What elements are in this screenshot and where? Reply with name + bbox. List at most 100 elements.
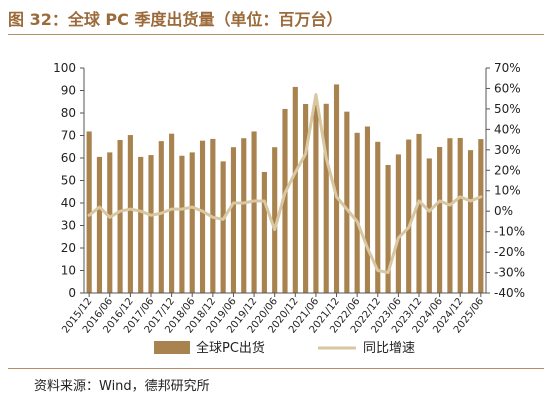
right-tick-label: -40% — [494, 286, 525, 300]
bar-2020Q3 — [282, 108, 288, 293]
bar-2023Q1 — [385, 164, 391, 293]
growth-point-2017Q4 — [170, 207, 173, 211]
bar-2020Q1 — [261, 171, 267, 293]
bar-2020Q2 — [272, 147, 278, 293]
bar-2020Q4 — [292, 86, 298, 294]
right-tick-label: 40% — [494, 122, 521, 136]
chart-title: 图 32：全球 PC 季度出货量（单位：百万台） — [8, 10, 343, 29]
right-axis-ticks: -40% -30% -20% -10% 0% 10% 20% 30% 40% 50% 60% 70% — [486, 61, 525, 300]
bar-2019Q2 — [230, 147, 237, 293]
growth-point-2024Q1 — [428, 209, 431, 213]
title-divider — [8, 34, 544, 35]
left-tick-label: 60 — [61, 151, 76, 165]
chart: 0 10 20 30 40 50 60 70 80 90 100 -40% -30% -20% -10% 0… — [53, 61, 525, 356]
bar-2021Q2 — [313, 104, 319, 294]
left-tick-label: 50 — [61, 174, 76, 188]
bar-2025Q1 — [467, 150, 474, 294]
bar-2024Q3 — [447, 138, 453, 293]
bar-2018Q1 — [179, 155, 185, 293]
growth-point-2019Q4 — [252, 199, 256, 203]
bar-2022Q1 — [344, 111, 350, 294]
growth-point-2022Q2 — [355, 220, 359, 223]
bar-2017Q4 — [169, 133, 175, 293]
legend-bar-swatch — [154, 341, 190, 354]
growth-point-2018Q3 — [201, 209, 204, 213]
growth-point-2019Q2 — [232, 201, 235, 205]
right-tick-label: 30% — [494, 143, 521, 157]
bar-2021Q3 — [323, 103, 329, 293]
right-tick-label: 60% — [494, 81, 521, 95]
bar-2017Q3 — [158, 141, 164, 294]
bar-2017Q1 — [138, 156, 144, 294]
left-tick-label: 80 — [61, 106, 76, 120]
growth-point-2020Q3 — [283, 191, 287, 194]
growth-point-2024Q3 — [448, 203, 452, 207]
growth-point-2023Q2 — [397, 236, 400, 239]
bar-2025Q2 — [478, 139, 484, 293]
bar-2015Q4 — [86, 131, 92, 293]
bar-2022Q4 — [375, 141, 381, 293]
bar-2024Q1 — [426, 158, 432, 293]
left-tick-label: 100 — [53, 61, 76, 75]
left-tick-label: 20 — [61, 241, 76, 255]
bar-2016Q3 — [117, 140, 123, 293]
legend-line-label: 同比增速 — [363, 341, 415, 356]
x-axis-ticks: 2015/122016/062016/122017/062017/122018/… — [60, 293, 486, 336]
left-tick-label: 40 — [61, 196, 76, 210]
growth-point-2017Q1 — [139, 209, 142, 213]
growth-point-2016Q4 — [129, 207, 132, 211]
growth-point-2021Q1 — [304, 152, 307, 156]
left-axis-ticks: 0 10 20 30 40 50 60 70 80 90 100 — [53, 61, 84, 300]
growth-point-2018Q4 — [211, 216, 215, 219]
bar-2024Q2 — [437, 146, 443, 293]
right-tick-label: 50% — [494, 102, 521, 116]
growth-point-2016Q2 — [108, 216, 111, 219]
growth-point-2018Q1 — [180, 207, 184, 211]
growth-point-2023Q3 — [407, 226, 410, 229]
bar-series — [86, 84, 484, 294]
growth-point-2020Q1 — [263, 199, 266, 203]
bar-2016Q2 — [107, 152, 113, 294]
left-tick-label: 30 — [61, 219, 76, 233]
right-tick-label: -20% — [494, 245, 525, 259]
growth-point-2025Q2 — [479, 195, 483, 199]
growth-point-2020Q2 — [273, 228, 276, 231]
bar-2023Q3 — [406, 139, 412, 293]
bar-2021Q1 — [303, 104, 309, 293]
growth-point-2015Q4 — [87, 214, 91, 217]
right-tick-label: 0% — [494, 204, 513, 218]
growth-point-2017Q2 — [149, 214, 153, 217]
growth-point-2020Q4 — [294, 171, 297, 174]
bar-2018Q2 — [189, 152, 195, 294]
bar-2023Q4 — [416, 133, 422, 293]
growth-point-2022Q3 — [366, 246, 369, 250]
bar-2022Q2 — [354, 132, 360, 293]
bar-2018Q3 — [199, 140, 206, 293]
growth-point-2016Q3 — [118, 209, 122, 213]
right-tick-label: 70% — [494, 61, 521, 75]
bar-2021Q4 — [333, 84, 340, 293]
growth-point-2021Q2 — [314, 93, 318, 96]
bar-2019Q1 — [220, 161, 226, 294]
left-tick-label: 90 — [61, 84, 76, 98]
growth-point-2019Q1 — [221, 218, 225, 221]
left-tick-label: 70 — [61, 129, 76, 143]
growth-point-2018Q2 — [191, 205, 194, 209]
right-tick-label: 20% — [494, 163, 521, 177]
source-divider — [8, 368, 544, 369]
growth-point-2024Q4 — [459, 195, 462, 199]
growth-point-2022Q1 — [345, 207, 349, 211]
growth-point-2024Q2 — [438, 199, 441, 203]
growth-point-2016Q1 — [98, 205, 101, 209]
growth-point-2025Q1 — [469, 199, 472, 203]
left-tick-label: 0 — [68, 286, 76, 300]
growth-point-2017Q3 — [160, 212, 163, 215]
growth-point-2021Q3 — [325, 156, 328, 160]
growth-point-2019Q3 — [242, 201, 245, 205]
growth-point-2023Q1 — [386, 271, 390, 274]
bar-2016Q1 — [96, 156, 103, 294]
bar-2024Q4 — [457, 137, 463, 293]
legend-bar-label: 全球PC出货 — [196, 340, 265, 356]
right-tick-label: -10% — [494, 225, 525, 239]
legend: 全球PC出货 同比增速 — [154, 340, 415, 356]
